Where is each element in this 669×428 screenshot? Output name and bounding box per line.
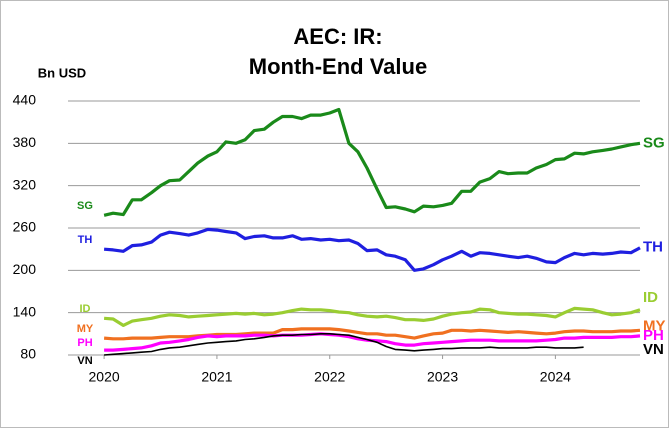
series-line bbox=[103, 306, 641, 327]
series-label-left: MY bbox=[77, 323, 94, 335]
series-label-left: ID bbox=[80, 303, 91, 315]
x-tick-label: 2020 bbox=[89, 369, 120, 385]
chart-title: AEC: IR: bbox=[293, 24, 382, 49]
x-tick-label: 2022 bbox=[314, 369, 345, 385]
x-tick-label: 2023 bbox=[427, 369, 458, 385]
series-label-left: TH bbox=[78, 234, 93, 246]
y-tick-label: 140 bbox=[13, 303, 37, 319]
series-label-left: VN bbox=[77, 355, 92, 367]
series-line bbox=[103, 327, 641, 341]
series-line bbox=[104, 333, 584, 356]
y-tick-label: 440 bbox=[13, 92, 37, 108]
series-label-right: MY bbox=[643, 317, 666, 334]
series-line bbox=[103, 107, 641, 217]
series-label-right: TH bbox=[643, 239, 663, 256]
series-line bbox=[103, 227, 641, 272]
y-axis-label: Bn USD bbox=[38, 65, 86, 80]
series-label-right: VN bbox=[643, 341, 664, 358]
x-tick-label: 2024 bbox=[540, 369, 571, 385]
series-label-right: PH bbox=[643, 327, 664, 344]
y-tick-label: 80 bbox=[20, 346, 36, 362]
y-tick-label: 200 bbox=[13, 261, 37, 277]
series-label-right: SG bbox=[643, 134, 665, 151]
x-tick-label: 2021 bbox=[201, 369, 232, 385]
y-tick-label: 320 bbox=[13, 176, 37, 192]
series-label-left: PH bbox=[77, 337, 92, 349]
y-tick-label: 260 bbox=[13, 219, 37, 235]
series-label-right: ID bbox=[643, 289, 658, 306]
y-tick-label: 380 bbox=[13, 134, 37, 150]
series-label-left: SG bbox=[77, 200, 93, 212]
chart-title: Month-End Value bbox=[249, 54, 427, 79]
